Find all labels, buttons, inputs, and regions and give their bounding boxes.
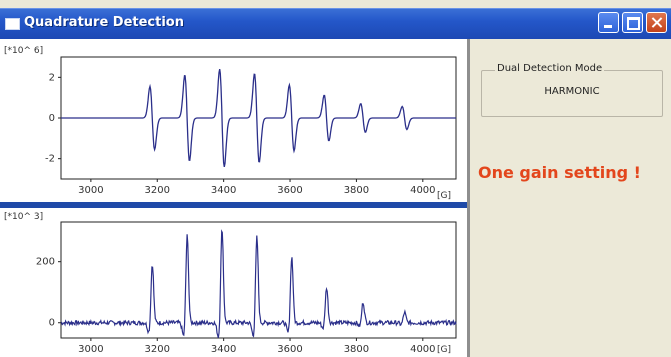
bottom-y-tick-label: 200: [36, 257, 55, 268]
top-x-tick-label: 3400: [211, 185, 236, 196]
close-icon[interactable]: [646, 12, 667, 33]
top-y-tick-label: 2: [49, 72, 55, 83]
top-spectrum-trace: [61, 68, 456, 168]
bottom-x-tick-label: 3200: [145, 344, 170, 355]
title-bar[interactable]: Quadrature Detection: [0, 8, 671, 39]
top-y-tick-label: -2: [45, 154, 55, 165]
plots-panel: [*10^ 6] [G] 3000 3200 3400 3600 3800 4000 2 0 -…: [0, 39, 470, 357]
bottom-spectrum-chart: [*10^ 3] [G] 3000 3200 3400 3600 3800 4000 200…: [4, 212, 457, 355]
bottom-x-tick-label: 3800: [344, 344, 369, 355]
plot-divider: [0, 202, 467, 208]
top-spectrum-chart: [*10^ 6] [G] 3000 3200 3400 3600 3800 4000 2 0 -…: [4, 46, 457, 201]
top-y-multiplier: [*10^ 6]: [4, 46, 43, 56]
window-title: Quadrature Detection: [24, 15, 184, 30]
bottom-x-tick-label: 3400: [211, 344, 236, 355]
bottom-x-tick-label: 4000: [410, 344, 435, 355]
top-x-tick-label: 3600: [277, 185, 302, 196]
bottom-x-unit: [G]: [437, 345, 451, 355]
bottom-x-tick-label: 3600: [277, 344, 302, 355]
dual-detection-group: Dual Detection Mode HARMONIC: [481, 63, 663, 117]
dual-detection-label: Dual Detection Mode: [495, 63, 605, 74]
top-x-tick-label: 3200: [145, 185, 170, 196]
bottom-spectrum-trace: [60, 229, 457, 339]
bottom-y-tick-label: 0: [49, 318, 55, 329]
bottom-y-multiplier: [*10^ 3]: [4, 212, 43, 222]
dual-detection-value: HARMONIC: [544, 86, 600, 97]
top-y-tick-label: 0: [49, 113, 55, 124]
gain-note: One gain setting !: [478, 163, 641, 182]
settings-panel: Dual Detection Mode HARMONIC One gain se…: [470, 39, 671, 357]
app-window-icon: [5, 18, 20, 30]
bottom-x-tick-label: 3000: [78, 344, 103, 355]
maximize-icon[interactable]: [622, 12, 643, 33]
top-x-unit: [G]: [437, 191, 451, 201]
top-x-tick-label: 3000: [78, 185, 103, 196]
top-x-tick-label: 4000: [410, 185, 435, 196]
top-x-tick-label: 3800: [344, 185, 369, 196]
minimize-icon[interactable]: [598, 12, 619, 33]
